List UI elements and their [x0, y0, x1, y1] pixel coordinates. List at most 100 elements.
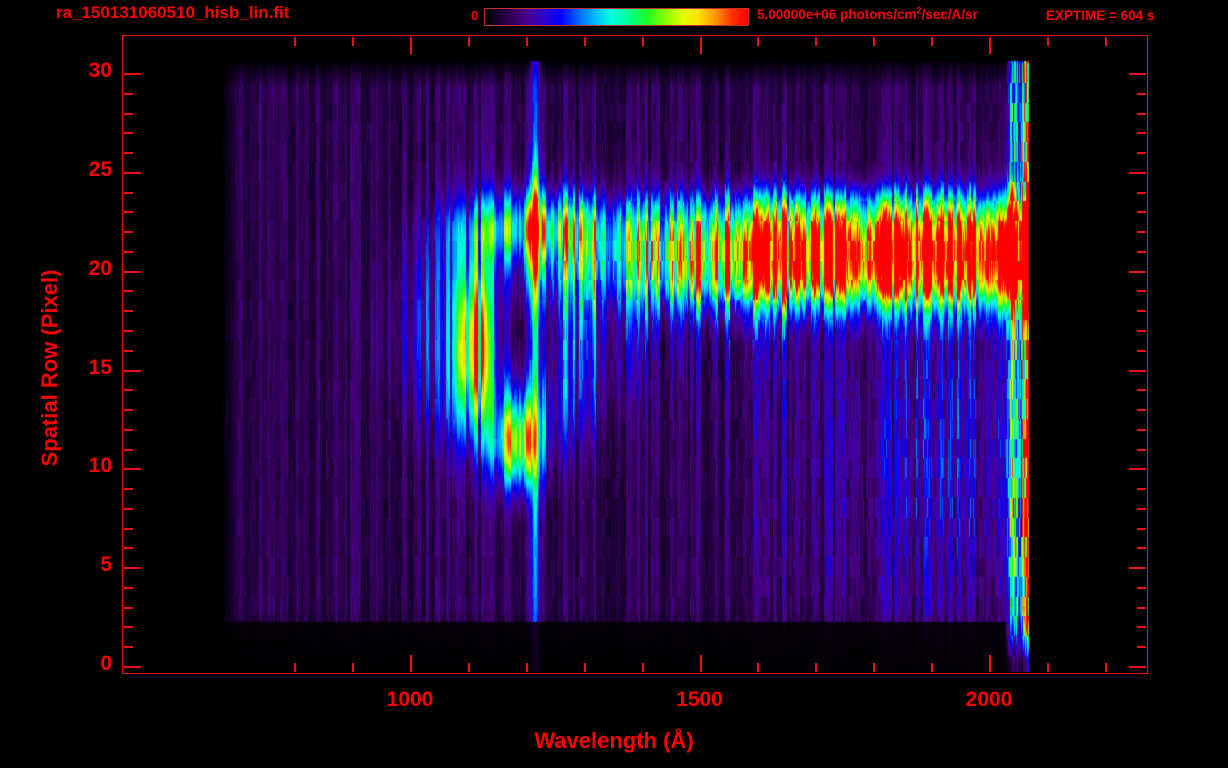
- y-tick-2-right: [1137, 626, 1147, 628]
- y-tick-2-left: [123, 626, 133, 628]
- y-tick-26-left: [123, 152, 133, 154]
- colorbar: [484, 8, 749, 26]
- y-tick-1-left: [123, 646, 133, 648]
- y-tick-27-right: [1137, 132, 1147, 134]
- y-tick-15-right: [1129, 370, 1147, 372]
- y-tick-12-left: [123, 429, 133, 431]
- x-tick-1200-top: [526, 36, 528, 46]
- x-tick-1800-top: [873, 36, 875, 46]
- page-title: ra_150131060510_hisb_lin.fit: [56, 3, 290, 22]
- x-tick-800-top: [294, 36, 296, 46]
- x-tick-1400-bottom: [642, 663, 644, 673]
- y-tick-16-right: [1137, 350, 1147, 352]
- y-tick-label-5: 5: [100, 553, 112, 577]
- x-tick-1300-top: [584, 36, 586, 46]
- x-tick-2100-top: [1047, 36, 1049, 46]
- y-tick-23-left: [123, 211, 133, 213]
- x-tick-1700-bottom: [815, 663, 817, 673]
- x-tick-2000-bottom: [989, 655, 991, 673]
- y-tick-4-right: [1137, 587, 1147, 589]
- x-tick-1000-top: [410, 36, 412, 54]
- y-tick-30-right: [1129, 73, 1147, 75]
- y-tick-12-right: [1137, 429, 1147, 431]
- y-tick-8-right: [1137, 508, 1147, 510]
- y-tick-29-left: [123, 93, 133, 95]
- y-tick-16-left: [123, 350, 133, 352]
- y-tick-7-right: [1137, 528, 1147, 530]
- y-tick-26-right: [1137, 152, 1147, 154]
- colorbar-min-label: 0: [471, 8, 479, 23]
- colorbar-max-label: 5.00000e+06 photons/cm2/sec/A/sr: [757, 5, 978, 22]
- y-tick-25-right: [1129, 172, 1147, 174]
- y-tick-18-right: [1137, 310, 1147, 312]
- y-tick-28-right: [1137, 113, 1147, 115]
- x-tick-1100-top: [468, 36, 470, 46]
- y-tick-3-left: [123, 607, 133, 609]
- y-tick-20-right: [1129, 271, 1147, 273]
- x-tick-1000-bottom: [410, 655, 412, 673]
- y-tick-9-left: [123, 488, 133, 490]
- x-tick-1100-bottom: [468, 663, 470, 673]
- y-tick-29-right: [1137, 93, 1147, 95]
- y-tick-6-right: [1137, 547, 1147, 549]
- y-tick-20-left: [123, 271, 141, 273]
- y-tick-13-left: [123, 409, 133, 411]
- y-tick-14-right: [1137, 389, 1147, 391]
- y-tick-14-left: [123, 389, 133, 391]
- y-tick-6-left: [123, 547, 133, 549]
- x-tick-1300-bottom: [584, 663, 586, 673]
- y-tick-11-right: [1137, 449, 1147, 451]
- y-tick-17-left: [123, 330, 133, 332]
- y-tick-30-left: [123, 73, 141, 75]
- x-tick-1400-top: [642, 36, 644, 46]
- y-axis-title: Spatial Row (Pixel): [37, 269, 62, 467]
- y-tick-label-30: 30: [88, 59, 112, 82]
- x-tick-2200-bottom: [1105, 663, 1107, 673]
- y-tick-13-right: [1137, 409, 1147, 411]
- y-tick-8-left: [123, 508, 133, 510]
- y-tick-22-left: [123, 231, 133, 233]
- y-tick-21-left: [123, 251, 133, 253]
- y-tick-9-right: [1137, 488, 1147, 490]
- spectrogram-image: [123, 36, 1146, 672]
- y-tick-0-right: [1129, 666, 1147, 668]
- y-tick-17-right: [1137, 330, 1147, 332]
- x-tick-1500-top: [700, 36, 702, 54]
- y-tick-label-20: 20: [88, 256, 112, 280]
- x-tick-1500-bottom: [700, 655, 702, 673]
- colorbar-max-prefix: 5.00000e+06 photons/cm: [757, 7, 917, 22]
- x-tick-label-2000: 2000: [965, 688, 1013, 711]
- y-tick-10-right: [1129, 468, 1147, 470]
- colorbar-max-exponent: 2: [916, 5, 922, 16]
- y-tick-0-left: [123, 666, 141, 668]
- x-tick-1800-bottom: [873, 663, 875, 673]
- y-tick-22-right: [1137, 231, 1147, 233]
- x-tick-1700-top: [815, 36, 817, 46]
- y-tick-label-15: 15: [88, 355, 112, 379]
- x-tick-2100-bottom: [1047, 663, 1049, 673]
- x-tick-900-top: [352, 36, 354, 46]
- y-tick-19-left: [123, 290, 133, 292]
- y-tick-27-left: [123, 132, 133, 134]
- y-tick-label-0: 0: [100, 652, 112, 675]
- y-tick-label-25: 25: [88, 157, 112, 181]
- x-tick-1900-top: [931, 36, 933, 46]
- x-tick-2000-top: [989, 36, 991, 54]
- y-tick-1-right: [1137, 646, 1147, 648]
- y-tick-5-right: [1129, 567, 1147, 569]
- y-tick-5-left: [123, 567, 141, 569]
- y-tick-11-left: [123, 449, 133, 451]
- y-tick-19-right: [1137, 290, 1147, 292]
- y-tick-label-10: 10: [88, 454, 112, 478]
- exptime-label: EXPTIME = 604 s: [1046, 8, 1155, 23]
- x-tick-1600-bottom: [757, 663, 759, 673]
- x-tick-1200-bottom: [526, 663, 528, 673]
- y-tick-23-right: [1137, 211, 1147, 213]
- x-tick-2200-top: [1105, 36, 1107, 46]
- y-tick-25-left: [123, 172, 141, 174]
- y-tick-24-left: [123, 192, 133, 194]
- colorbar-max-suffix: /sec/A/sr: [921, 7, 978, 22]
- x-tick-label-1000: 1000: [386, 688, 434, 711]
- y-tick-3-right: [1137, 607, 1147, 609]
